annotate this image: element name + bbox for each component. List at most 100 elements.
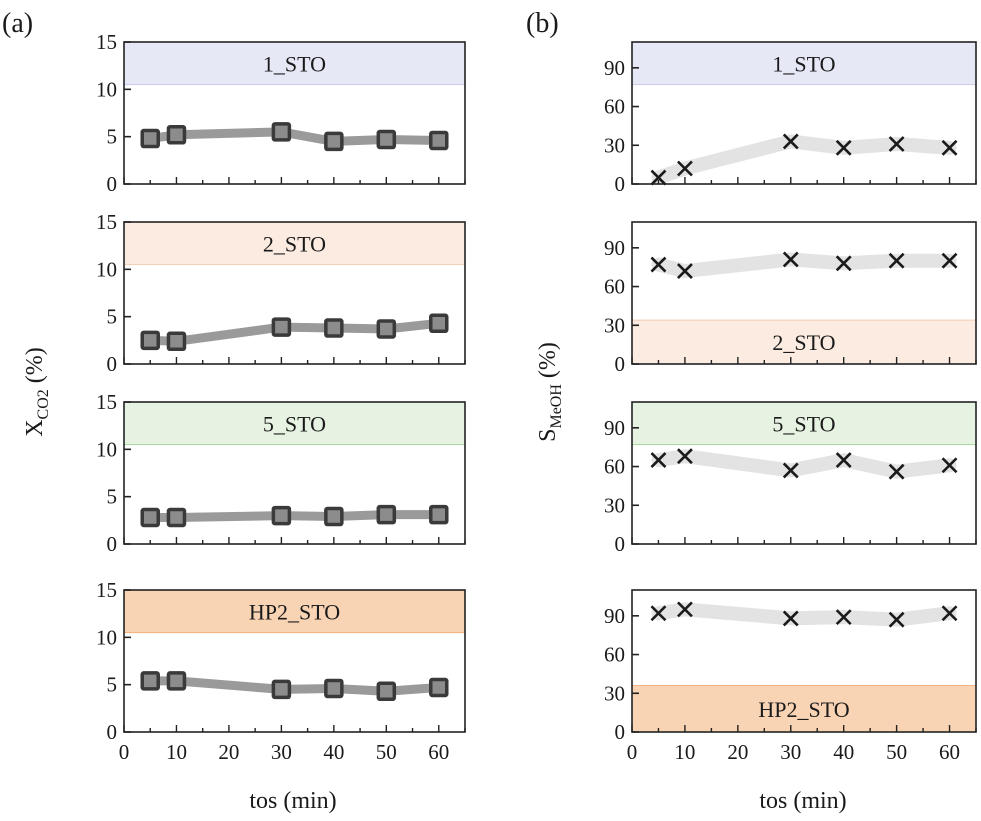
data-point: [324, 318, 344, 338]
y-tick-label: 60: [604, 455, 625, 479]
axes-frame: [631, 589, 977, 733]
data-point: [888, 252, 905, 269]
y-tick-label: 60: [604, 275, 625, 299]
trend-line: [651, 134, 957, 185]
data-point-stroke: [782, 133, 799, 150]
data-point: [429, 504, 449, 525]
data-point: [650, 452, 667, 469]
x-tick-label: 20: [727, 740, 748, 764]
data-point: [324, 131, 344, 152]
sample-label: 5_STO: [263, 411, 326, 436]
sample-band: [631, 41, 977, 86]
axes-frame: [123, 41, 466, 185]
data-point: [140, 507, 160, 528]
data-point-stroke: [650, 169, 667, 186]
subplot-b-hp2-sto: HP2_STO 0 30 60 90 0 10 20 30 40 50 60: [604, 589, 977, 764]
trend-line: [651, 602, 957, 627]
sample-label: 1_STO: [263, 51, 326, 76]
data-point: [888, 136, 905, 152]
panel-b-ylabel: SMeOH (%): [535, 342, 565, 442]
subplot-a-5-sto: 5_STO 0 5 10 15: [96, 390, 466, 556]
y-tick-label: 0: [107, 532, 118, 556]
data-point: [677, 601, 693, 618]
y-tick-label: 0: [615, 352, 626, 376]
x-tick-label: 0: [627, 740, 638, 764]
data-point: [166, 331, 187, 352]
y-tick-label: 30: [604, 313, 625, 337]
data-point-stroke: [677, 601, 693, 618]
data-point: [166, 507, 187, 528]
data-point-stroke: [677, 263, 693, 279]
y-tick-label: 90: [604, 416, 625, 440]
data-point: [835, 255, 852, 272]
data-point: [677, 160, 693, 177]
data-point: [941, 457, 958, 474]
data-point: [888, 463, 905, 480]
x-tick-label: 30: [271, 740, 292, 764]
x-tick-label: 40: [323, 740, 344, 764]
x-tick-label: 10: [674, 740, 695, 764]
data-point-stroke: [650, 452, 667, 469]
data-point: [376, 319, 397, 339]
y-tick-label: 5: [107, 485, 118, 509]
data-point-stroke: [835, 255, 852, 272]
y-tick-label: 15: [96, 390, 117, 414]
y-tick-label: 0: [615, 720, 626, 744]
data-point: [782, 462, 799, 479]
y-tick-label: 10: [96, 437, 117, 461]
data-point-stroke: [941, 457, 958, 474]
subplot-a-2-sto: 2_STO 0 5 10 15: [96, 210, 466, 376]
y-tick-label: 5: [107, 673, 118, 697]
x-tick-label: 30: [780, 740, 801, 764]
x-tick-label: 60: [428, 740, 449, 764]
data-point: [650, 605, 667, 622]
data-point: [166, 671, 187, 691]
y-tick-label: 90: [604, 56, 625, 80]
y-tick-label: 15: [96, 30, 117, 54]
y-tick-label: 0: [107, 720, 118, 744]
sample-band: [123, 589, 466, 634]
data-point: [677, 448, 693, 465]
y-tick-label: 90: [604, 604, 625, 628]
y-tick-label: 60: [604, 95, 625, 119]
data-point-stroke: [650, 256, 667, 273]
x-tick-label: 50: [376, 740, 397, 764]
sample-band: [631, 401, 977, 446]
data-point: [941, 605, 958, 622]
y-tick-label: 30: [604, 493, 625, 517]
data-point-stroke: [835, 452, 852, 469]
sample-band: [123, 401, 466, 446]
data-point: [376, 504, 397, 525]
data-point: [429, 677, 449, 698]
data-point-stroke: [650, 605, 667, 622]
y-tick-label: 60: [604, 643, 625, 667]
data-point: [429, 130, 449, 151]
subplot-b-5-sto: 5_STO 0 30 60 90: [604, 401, 977, 556]
sample-band: [631, 685, 977, 733]
data-point: [782, 133, 799, 150]
data-point: [271, 122, 292, 142]
trend-line: [651, 252, 957, 279]
x-tick-label: 40: [833, 740, 854, 764]
data-point: [677, 263, 693, 279]
data-point-stroke: [941, 605, 958, 622]
data-point: [271, 505, 292, 526]
data-point-stroke: [941, 139, 958, 156]
axes-frame: [123, 401, 466, 545]
sample-label: HP2_STO: [758, 697, 849, 722]
sample-band: [123, 221, 466, 266]
x-tick-label: 60: [939, 740, 960, 764]
y-tick-label: 10: [96, 77, 117, 101]
data-point: [835, 452, 852, 469]
axes-frame: [631, 41, 977, 185]
y-tick-label: 90: [604, 236, 625, 260]
data-point: [650, 169, 667, 186]
data-point: [271, 679, 292, 700]
data-point: [324, 678, 344, 699]
data-point: [376, 681, 397, 702]
y-tick-label: 5: [107, 125, 118, 149]
axes-frame: [123, 221, 466, 365]
sample-label: 1_STO: [772, 51, 835, 76]
sample-label: 2_STO: [263, 231, 326, 256]
